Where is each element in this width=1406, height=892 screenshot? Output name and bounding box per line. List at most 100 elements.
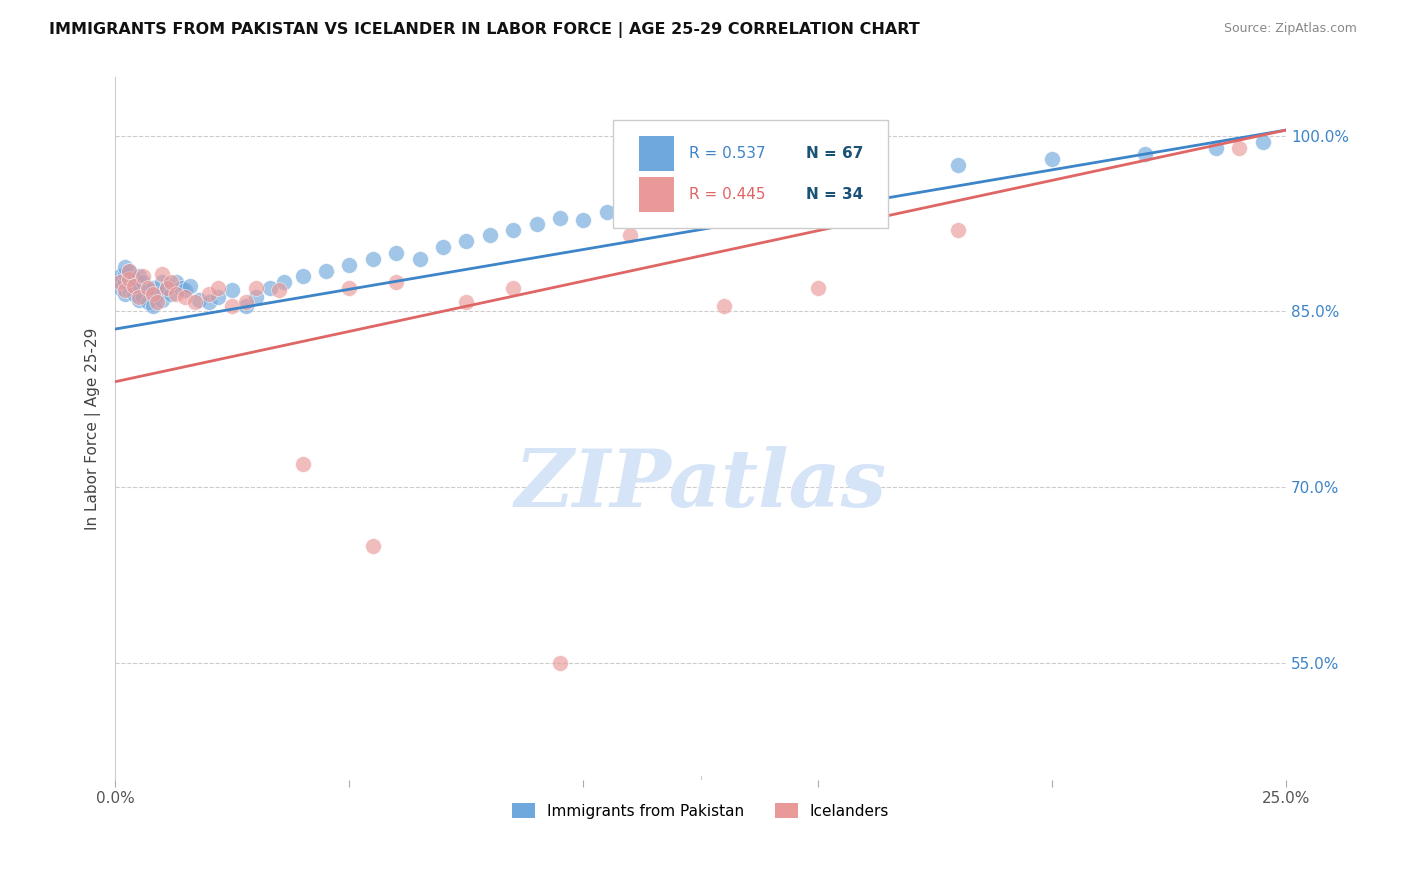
- Point: [1251, 135, 1274, 149]
- Point: [666, 187, 689, 202]
- Point: [807, 166, 830, 180]
- Point: [807, 281, 830, 295]
- Point: [548, 211, 571, 225]
- Point: [713, 181, 735, 195]
- Point: [132, 275, 155, 289]
- Point: [128, 269, 150, 284]
- Point: [114, 275, 136, 289]
- Point: [526, 217, 548, 231]
- Legend: Immigrants from Pakistan, Icelanders: Immigrants from Pakistan, Icelanders: [506, 797, 896, 824]
- Text: Source: ZipAtlas.com: Source: ZipAtlas.com: [1223, 22, 1357, 36]
- Text: ZIPatlas: ZIPatlas: [515, 446, 887, 524]
- Point: [122, 278, 145, 293]
- Point: [108, 275, 131, 289]
- Text: IMMIGRANTS FROM PAKISTAN VS ICELANDER IN LABOR FORCE | AGE 25-29 CORRELATION CHA: IMMIGRANTS FROM PAKISTAN VS ICELANDER IN…: [49, 22, 920, 38]
- Bar: [638, 136, 673, 170]
- Point: [235, 299, 257, 313]
- Point: [235, 295, 257, 310]
- Point: [136, 284, 159, 298]
- Point: [478, 228, 501, 243]
- Point: [361, 539, 384, 553]
- Point: [456, 295, 478, 310]
- Text: N = 34: N = 34: [806, 187, 863, 202]
- Text: N = 67: N = 67: [806, 145, 863, 161]
- Point: [315, 263, 337, 277]
- Text: R = 0.445: R = 0.445: [689, 187, 765, 202]
- Point: [273, 275, 295, 289]
- Point: [221, 299, 243, 313]
- Point: [160, 287, 183, 301]
- Point: [118, 263, 141, 277]
- Point: [114, 284, 136, 298]
- Point: [1227, 141, 1250, 155]
- Point: [184, 295, 207, 310]
- Point: [207, 290, 229, 304]
- Point: [198, 287, 221, 301]
- Point: [108, 275, 131, 289]
- Point: [128, 293, 150, 307]
- Point: [385, 275, 408, 289]
- Point: [408, 252, 430, 266]
- Point: [361, 252, 384, 266]
- Point: [502, 281, 524, 295]
- Point: [114, 260, 136, 274]
- Point: [946, 158, 969, 172]
- Point: [245, 281, 267, 295]
- Point: [221, 284, 243, 298]
- Point: [128, 278, 150, 293]
- Point: [713, 299, 735, 313]
- Point: [619, 228, 641, 243]
- Point: [259, 281, 281, 295]
- Point: [165, 287, 187, 301]
- Point: [136, 281, 159, 295]
- Point: [853, 164, 876, 178]
- Point: [156, 281, 179, 295]
- Point: [156, 281, 179, 295]
- Point: [150, 293, 173, 307]
- Point: [142, 287, 165, 301]
- Point: [456, 234, 478, 248]
- Point: [291, 269, 314, 284]
- Point: [114, 287, 136, 301]
- Point: [572, 213, 595, 227]
- Point: [146, 295, 169, 310]
- Point: [150, 275, 173, 289]
- Point: [118, 271, 141, 285]
- Point: [1205, 141, 1227, 155]
- Point: [188, 293, 211, 307]
- Point: [207, 281, 229, 295]
- Point: [198, 295, 221, 310]
- Point: [150, 267, 173, 281]
- Point: [548, 656, 571, 670]
- Point: [118, 271, 141, 285]
- Point: [118, 278, 141, 293]
- Point: [122, 271, 145, 285]
- Point: [174, 290, 197, 304]
- Point: [118, 284, 141, 298]
- Point: [108, 269, 131, 284]
- Point: [432, 240, 454, 254]
- Point: [142, 281, 165, 295]
- Point: [619, 199, 641, 213]
- Point: [385, 246, 408, 260]
- Point: [1135, 146, 1157, 161]
- Point: [502, 222, 524, 236]
- Text: R = 0.537: R = 0.537: [689, 145, 765, 161]
- Point: [759, 173, 782, 187]
- Point: [269, 284, 291, 298]
- Point: [136, 295, 159, 310]
- Point: [146, 287, 169, 301]
- Point: [174, 284, 197, 298]
- Point: [122, 281, 145, 295]
- Point: [122, 287, 145, 301]
- Point: [128, 290, 150, 304]
- Point: [132, 290, 155, 304]
- Y-axis label: In Labor Force | Age 25-29: In Labor Force | Age 25-29: [86, 327, 101, 530]
- Point: [160, 275, 183, 289]
- Point: [165, 275, 187, 289]
- Point: [142, 299, 165, 313]
- Point: [1040, 153, 1063, 167]
- Point: [596, 205, 619, 219]
- Point: [643, 194, 665, 208]
- FancyBboxPatch shape: [613, 120, 889, 228]
